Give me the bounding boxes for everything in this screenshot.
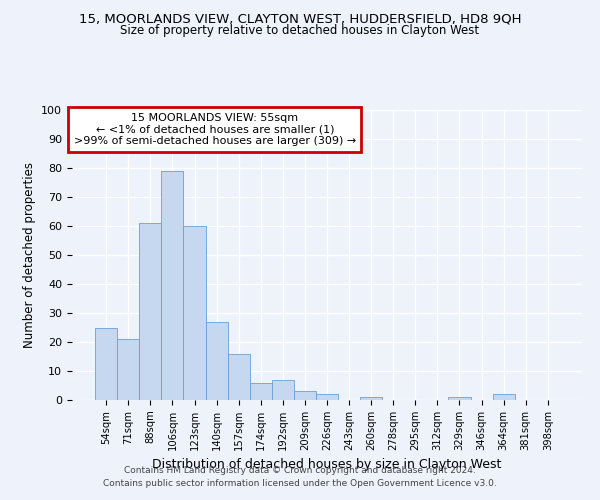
Text: Size of property relative to detached houses in Clayton West: Size of property relative to detached ho… bbox=[121, 24, 479, 37]
Bar bbox=[95, 328, 117, 400]
X-axis label: Distribution of detached houses by size in Clayton West: Distribution of detached houses by size … bbox=[152, 458, 502, 471]
Bar bbox=[360, 397, 382, 400]
Bar bbox=[206, 322, 227, 400]
Bar bbox=[227, 354, 250, 400]
Y-axis label: Number of detached properties: Number of detached properties bbox=[23, 162, 36, 348]
Bar bbox=[184, 226, 206, 400]
Bar bbox=[117, 339, 139, 400]
Bar bbox=[316, 394, 338, 400]
Text: Contains HM Land Registry data © Crown copyright and database right 2024.
Contai: Contains HM Land Registry data © Crown c… bbox=[103, 466, 497, 487]
Bar bbox=[139, 223, 161, 400]
Bar bbox=[448, 397, 470, 400]
Bar bbox=[161, 171, 184, 400]
Bar bbox=[250, 382, 272, 400]
Bar bbox=[493, 394, 515, 400]
Text: 15 MOORLANDS VIEW: 55sqm
← <1% of detached houses are smaller (1)
>99% of semi-d: 15 MOORLANDS VIEW: 55sqm ← <1% of detach… bbox=[74, 113, 356, 146]
Bar bbox=[272, 380, 294, 400]
Bar bbox=[294, 392, 316, 400]
Text: 15, MOORLANDS VIEW, CLAYTON WEST, HUDDERSFIELD, HD8 9QH: 15, MOORLANDS VIEW, CLAYTON WEST, HUDDER… bbox=[79, 12, 521, 26]
